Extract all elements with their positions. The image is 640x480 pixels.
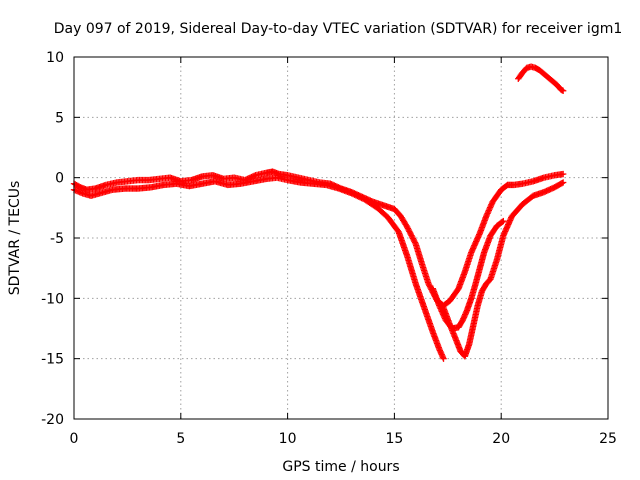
data-point (348, 190, 355, 197)
x-axis-title: GPS time / hours (282, 459, 399, 475)
y-tick-labels: -20 -15 -10 -5 0 5 10 (41, 50, 64, 428)
data-point (406, 228, 413, 235)
data-point (559, 179, 567, 186)
data-point (355, 193, 362, 200)
x-tick-labels: 0 5 10 15 20 25 (70, 431, 617, 447)
y-axis-title: SDTVAR / TECUs (7, 181, 23, 296)
data-point (349, 190, 357, 198)
data-point (405, 226, 412, 234)
x-tick-label: 10 (279, 431, 297, 447)
data-point (440, 355, 447, 362)
data-point (559, 87, 567, 94)
data-point (358, 194, 365, 202)
data-point (411, 238, 418, 245)
data-point (354, 192, 361, 200)
data-point (357, 194, 364, 201)
axis-ticks (73, 56, 609, 420)
grid-lines (74, 57, 608, 419)
data-point (408, 232, 415, 239)
data-point (411, 239, 419, 246)
data-point (352, 192, 360, 199)
data-point (559, 170, 567, 178)
chart-title: Day 097 of 2019, Sidereal Day-to-day VTE… (54, 21, 623, 37)
y-tick-label: 0 (55, 171, 64, 187)
data-point (406, 229, 414, 236)
data-point (425, 280, 432, 288)
y-tick-label: -20 (41, 412, 64, 428)
data-point (351, 191, 358, 198)
x-tick-label: 15 (385, 431, 403, 447)
data-point (407, 230, 414, 238)
data-point (558, 179, 566, 187)
data-point (409, 235, 417, 242)
x-tick-label: 20 (492, 431, 510, 447)
y-tick-label: 10 (46, 50, 64, 66)
y-tick-label: 5 (55, 110, 64, 126)
data-point (409, 233, 416, 241)
data-point (499, 218, 506, 226)
data-point (410, 236, 417, 244)
x-tick-label: 25 (599, 431, 617, 447)
y-tick-label: -15 (41, 352, 64, 368)
x-tick-label: 5 (176, 431, 185, 447)
data-point (404, 225, 412, 232)
data-point (404, 223, 411, 231)
y-tick-label: -5 (50, 231, 64, 247)
data-point (500, 217, 507, 225)
x-tick-label: 0 (70, 431, 79, 447)
data-points (70, 63, 567, 362)
data-point (426, 282, 433, 289)
y-tick-label: -10 (41, 291, 64, 307)
